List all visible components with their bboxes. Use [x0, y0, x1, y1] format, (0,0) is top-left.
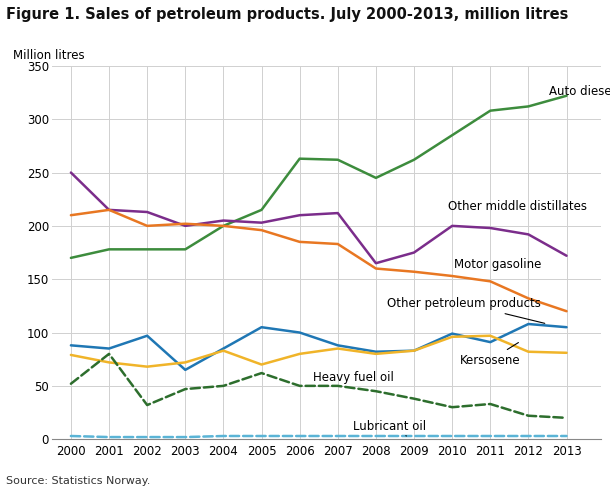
Text: Lubricant oil: Lubricant oil [353, 420, 426, 436]
Text: Other middle distillates: Other middle distillates [448, 200, 587, 213]
Text: Other petroleum products: Other petroleum products [387, 297, 545, 324]
Text: Motor gasoline: Motor gasoline [454, 258, 542, 271]
Text: Heavy fuel oil: Heavy fuel oil [313, 371, 394, 384]
Text: Source: Statistics Norway.: Source: Statistics Norway. [6, 476, 151, 486]
Text: Million litres: Million litres [13, 49, 85, 62]
Text: Figure 1. Sales of petroleum products. July 2000-2013, million litres: Figure 1. Sales of petroleum products. J… [6, 7, 569, 22]
Text: Auto diesel: Auto diesel [550, 85, 610, 98]
Text: Kersosene: Kersosene [460, 343, 520, 367]
